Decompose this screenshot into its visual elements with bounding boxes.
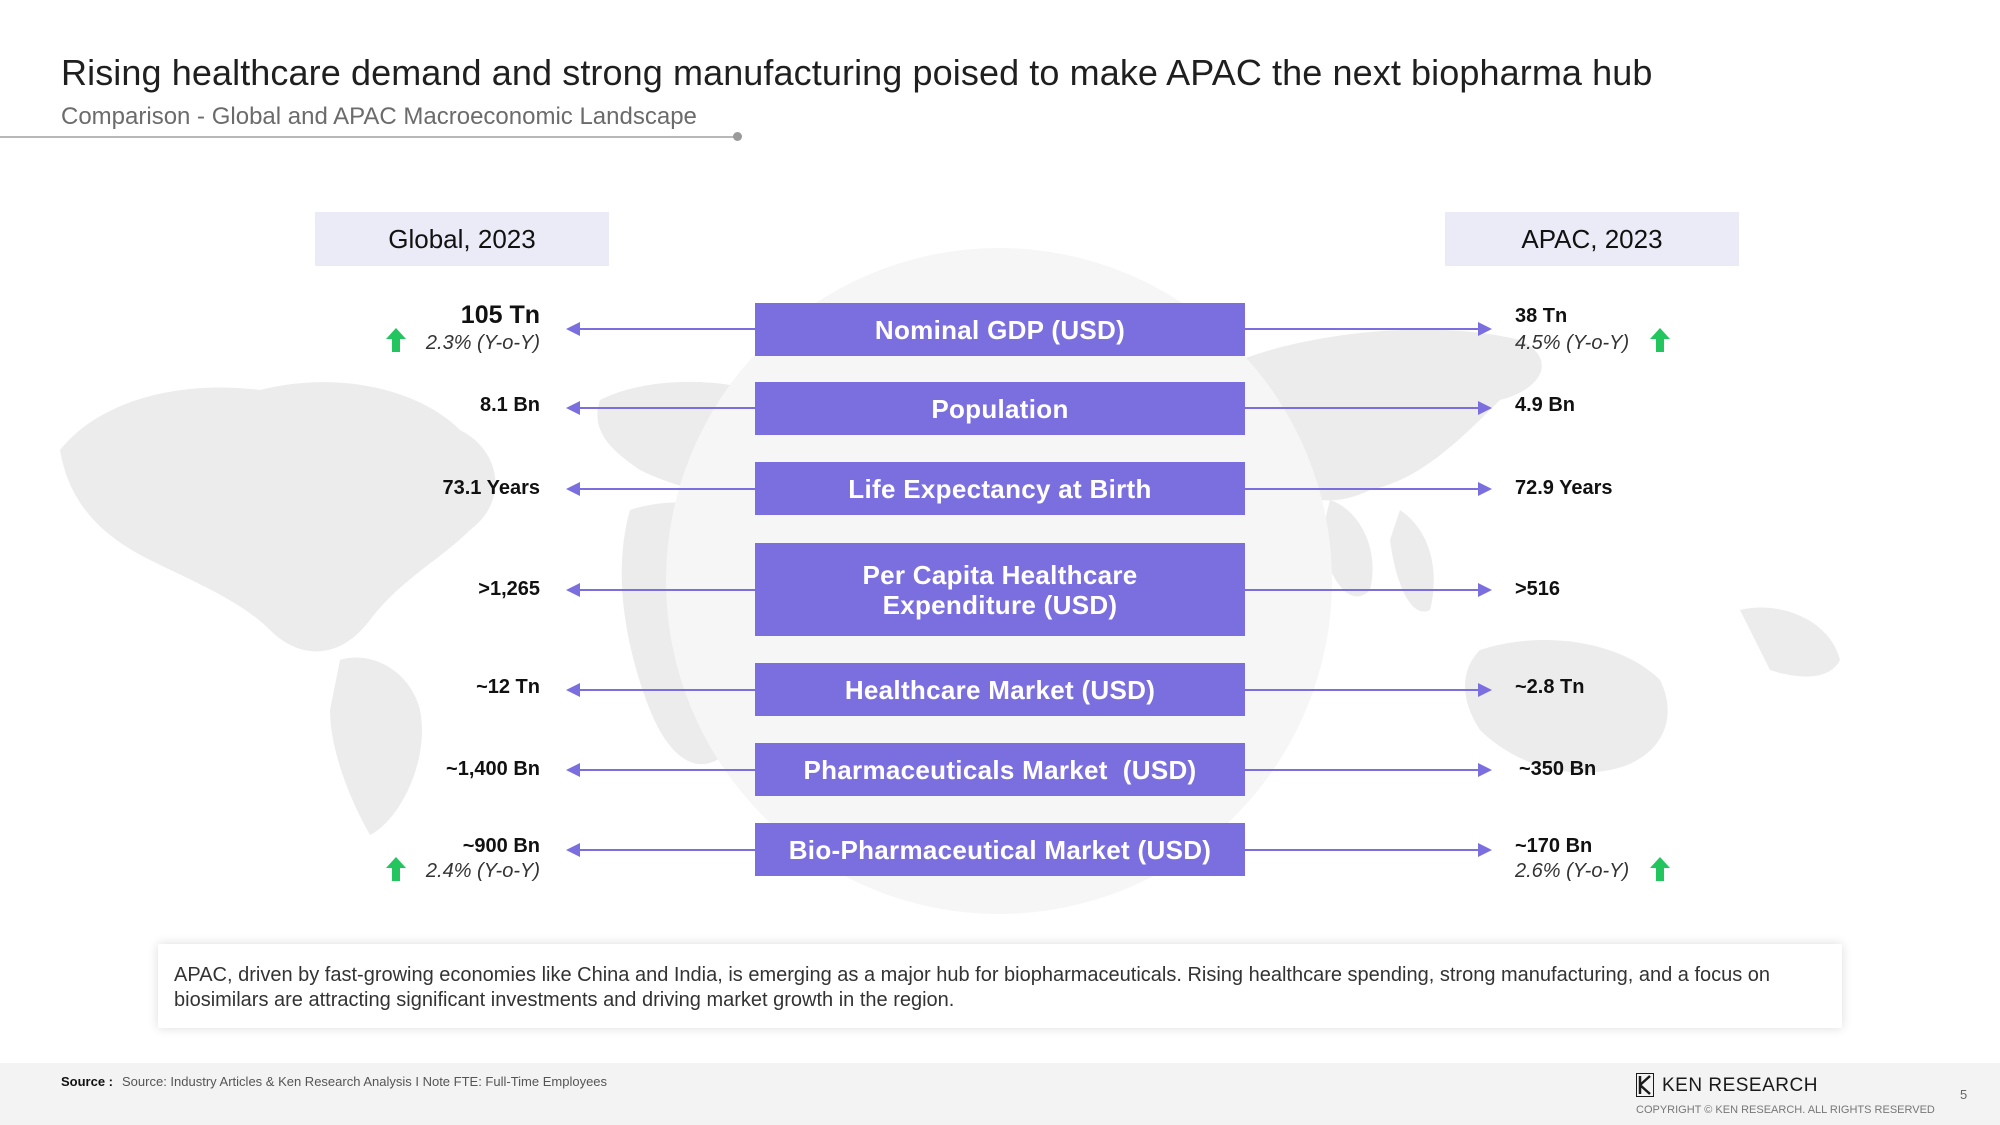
apac-healthcare-market-value: ~2.8 Tn: [1515, 676, 1585, 698]
up-arrow-icon: [1650, 328, 1670, 352]
right-connector-line: [1245, 407, 1490, 409]
metric-life-expectancy: Life Expectancy at Birth: [755, 462, 1245, 515]
left-arrow-icon: [566, 401, 580, 415]
left-connector-line: [578, 407, 755, 409]
right-arrow-icon: [1478, 843, 1492, 857]
right-connector-line: [1245, 689, 1490, 691]
left-connector-line: [578, 488, 755, 490]
global-pharmaceuticals-market-value: ~1,400 Bn: [446, 758, 540, 780]
apac-biopharma-market-value: ~170 Bn: [1515, 835, 1593, 857]
ken-research-logo: KEN RESEARCH: [1636, 1073, 1836, 1099]
global-biopharma-yoy: 2.4% (Y-o-Y): [425, 860, 540, 882]
brand-logo-icon: [1636, 1073, 1654, 1097]
metric-biopharmaceutical-market: Bio-Pharmaceutical Market (USD): [755, 823, 1245, 876]
global-population-value: 8.1 Bn: [479, 394, 540, 416]
apac-column-header: APAC, 2023: [1445, 212, 1739, 266]
global-biopharma-market-value: ~900 Bn: [462, 835, 540, 857]
metric-healthcare-market: Healthcare Market (USD): [755, 663, 1245, 716]
apac-population-value: 4.9 Bn: [1515, 394, 1576, 416]
right-arrow-icon: [1478, 763, 1492, 777]
title-divider: [0, 136, 740, 138]
copyright-text: COPYRIGHT © KEN RESEARCH. ALL RIGHTS RES…: [1636, 1104, 1935, 1116]
apac-biopharma-yoy: 2.6% (Y-o-Y): [1515, 860, 1630, 882]
global-per-capita-expenditure-value: >1,265: [478, 578, 540, 600]
left-connector-line: [578, 328, 755, 330]
metric-nominal-gdp: Nominal GDP (USD): [755, 303, 1245, 356]
summary-note-text: APAC, driven by fast-growing economies l…: [174, 964, 1771, 1011]
source-label: Source :: [61, 1074, 114, 1089]
right-connector-line: [1245, 328, 1490, 330]
left-arrow-icon: [566, 843, 580, 857]
left-arrow-icon: [566, 482, 580, 496]
left-connector-line: [578, 689, 755, 691]
right-arrow-icon: [1478, 401, 1492, 415]
source-text: Source: Industry Articles & Ken Research…: [122, 1074, 608, 1089]
left-arrow-icon: [566, 322, 580, 336]
left-arrow-icon: [566, 583, 580, 597]
metric-label-line2: Expenditure (USD): [882, 589, 1118, 620]
metric-pharmaceuticals-market: Pharmaceuticals Market (USD): [755, 743, 1245, 796]
right-connector-line: [1245, 589, 1490, 591]
apac-gdp-value: 38 Tn: [1515, 305, 1568, 327]
right-connector-line: [1245, 488, 1490, 490]
page-subtitle: Comparison - Global and APAC Macroeconom…: [61, 103, 697, 130]
right-connector-line: [1245, 849, 1490, 851]
page-number: 5: [1960, 1087, 1968, 1102]
apac-gdp-yoy: 4.5% (Y-o-Y): [1515, 332, 1630, 354]
footer-bar: [0, 1063, 2000, 1125]
left-connector-line: [578, 769, 755, 771]
global-gdp-yoy: 2.3% (Y-o-Y): [425, 332, 540, 354]
up-arrow-icon: [1650, 857, 1670, 881]
metric-population: Population: [755, 382, 1245, 435]
up-arrow-icon: [386, 328, 406, 352]
divider-dot: [733, 132, 742, 141]
up-arrow-icon: [386, 857, 406, 881]
metric-per-capita-healthcare-expenditure: Per Capita Healthcare Expenditure (USD): [755, 543, 1245, 636]
global-healthcare-market-value: ~12 Tn: [476, 676, 540, 698]
apac-per-capita-expenditure-value: >516: [1515, 578, 1561, 600]
brand-name: KEN RESEARCH: [1662, 1075, 1818, 1096]
global-life-expectancy-value: 73.1 Years: [442, 477, 540, 499]
left-arrow-icon: [566, 763, 580, 777]
page-title: Rising healthcare demand and strong manu…: [61, 52, 1653, 93]
summary-note-box: APAC, driven by fast-growing economies l…: [158, 944, 1842, 1028]
apac-life-expectancy-value: 72.9 Years: [1515, 477, 1613, 499]
global-gdp-value: 105 Tn: [460, 301, 540, 329]
metric-label-line1: Per Capita Healthcare: [862, 559, 1138, 590]
right-arrow-icon: [1478, 322, 1492, 336]
right-arrow-icon: [1478, 482, 1492, 496]
right-arrow-icon: [1478, 683, 1492, 697]
left-connector-line: [578, 589, 755, 591]
apac-pharmaceuticals-market-value: ~350 Bn: [1519, 758, 1597, 780]
right-connector-line: [1245, 769, 1490, 771]
left-connector-line: [578, 849, 755, 851]
right-arrow-icon: [1478, 583, 1492, 597]
left-arrow-icon: [566, 683, 580, 697]
global-column-header: Global, 2023: [315, 212, 609, 266]
